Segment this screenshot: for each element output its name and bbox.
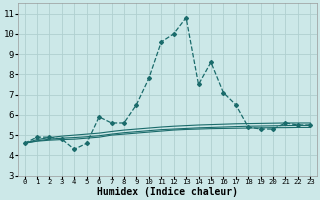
X-axis label: Humidex (Indice chaleur): Humidex (Indice chaleur) xyxy=(97,186,238,197)
